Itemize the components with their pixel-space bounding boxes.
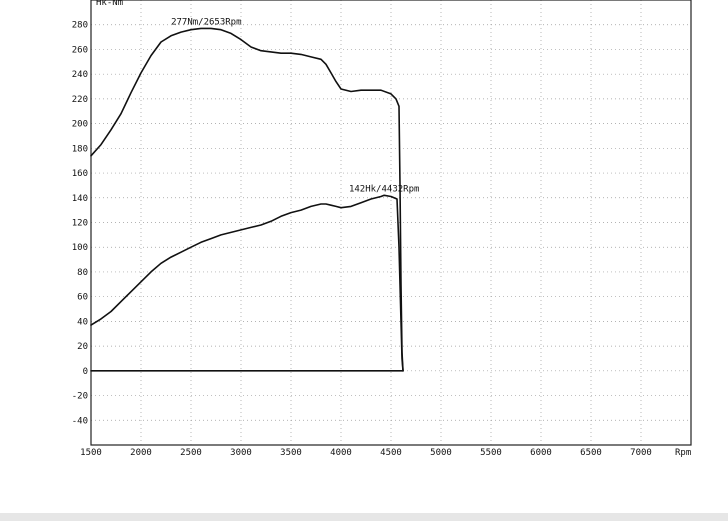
y-tick-label: 200 (72, 120, 88, 130)
y-tick-label: 120 (72, 219, 88, 229)
x-tick-label: 5000 (430, 448, 452, 458)
y-tick-label: 280 (72, 21, 88, 31)
x-tick-label: 4500 (380, 448, 402, 458)
y-tick-label: 20 (77, 342, 88, 352)
x-tick-label: 2000 (130, 448, 152, 458)
scan-bottom-strip (0, 513, 728, 521)
x-tick-label: 6000 (530, 448, 552, 458)
y-tick-label: 180 (72, 144, 88, 154)
grid-layer (90, 0, 691, 445)
y-tick-label: -20 (72, 392, 88, 402)
y-tick-labels: -40 -20 0 20 40 60 80 100 120 140 160 180 200 220 240 2… (72, 21, 88, 427)
x-tick-label: 4000 (330, 448, 352, 458)
peak-annotation: 142Hk/4432Rpm (349, 184, 419, 194)
x-tick-label: 7000 (630, 448, 652, 458)
y-tick-label: 160 (72, 169, 88, 179)
plot-frame (90, 0, 692, 446)
y-tick-label: 240 (72, 70, 88, 80)
power-curve (90, 194, 404, 372)
x-tick-label: 1500 (80, 448, 102, 458)
x-axis-label: Rpm (675, 448, 691, 458)
x-tick-label: 3500 (280, 448, 302, 458)
y-tick-label: 220 (72, 95, 88, 105)
y-tick-label: 0 (83, 367, 88, 377)
x-tick-label: 3000 (230, 448, 252, 458)
x-tick-label: 6500 (580, 448, 602, 458)
y-tick-label: 60 (77, 293, 88, 303)
torque-curve (90, 27, 404, 372)
y-tick-label: 260 (72, 45, 88, 55)
x-tick-label: 2500 (180, 448, 202, 458)
y-tick-label: -40 (72, 416, 88, 426)
x-tick-labels: 1500 2000 2500 3000 3500 4000 4500 5000 5500 6000… (80, 448, 652, 458)
x-tick-label: 5500 (480, 448, 502, 458)
y-axis-label: Hk-Nm (96, 0, 123, 8)
annotation-layer: 277Nm/2653Rpm 142Hk/4432Rpm (171, 17, 419, 194)
y-tick-label: 100 (72, 243, 88, 253)
y-tick-label: 80 (77, 268, 88, 278)
series-layer (90, 27, 404, 372)
peak-annotation: 277Nm/2653Rpm (171, 17, 241, 27)
y-tick-label: 40 (77, 317, 88, 327)
y-tick-label: 140 (72, 194, 88, 204)
